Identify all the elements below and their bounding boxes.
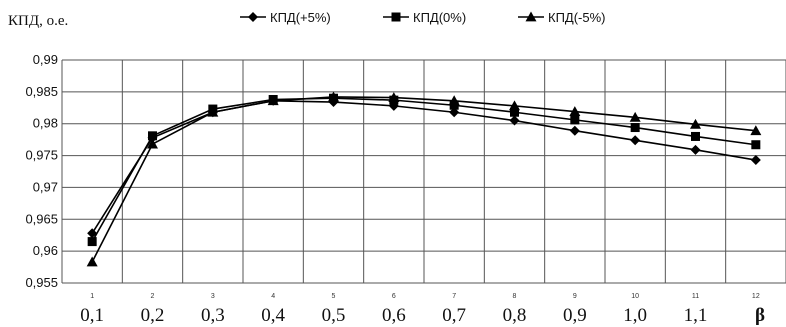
y-tick-label: 0,975 [25, 148, 58, 163]
series-triangle [86, 91, 762, 267]
x-category-label: 0,2 [141, 305, 165, 326]
y-tick-label: 0,97 [33, 179, 58, 194]
data-point [509, 100, 520, 111]
x-category-label: 0,8 [503, 305, 527, 326]
data-point [87, 237, 97, 247]
legend-item: КПД(-5%) [518, 10, 606, 25]
data-point [569, 125, 580, 136]
x-category-label: 0,7 [442, 305, 466, 326]
y-tick-label: 0,99 [33, 52, 58, 67]
y-tick-label: 0,98 [33, 116, 58, 131]
data-point [449, 107, 460, 118]
y-tick-label: 0,955 [25, 275, 58, 290]
data-point [569, 106, 581, 117]
legend: КПД(+5%) КПД(0%) КПД(-5%) [240, 10, 606, 25]
legend-marker [248, 12, 258, 22]
data-point [388, 92, 400, 102]
y-axis-ticks: 0,955 0,96 0,965 0,97 0,975 0,98 0,985 0,99 [25, 52, 58, 290]
data-point [630, 135, 641, 146]
data-point [570, 115, 580, 125]
data-point [207, 106, 219, 117]
data-point [691, 131, 700, 141]
grid [61, 59, 786, 284]
y-tick-label: 0,96 [33, 243, 58, 258]
data-point [510, 107, 519, 117]
x-index-label: 5 [332, 293, 336, 300]
x-category-label: 0,1 [80, 305, 104, 326]
data-point [448, 95, 460, 106]
data-point [147, 138, 158, 149]
series-group [86, 91, 762, 267]
data-point [328, 91, 339, 102]
data-point [86, 256, 98, 267]
y-tick-label: 0,985 [25, 84, 58, 99]
x-index-label: 3 [211, 293, 215, 300]
x-category-label: 0,6 [382, 305, 406, 326]
y-axis-title: КПД, о.е. [8, 13, 68, 29]
x-index-label: 4 [271, 293, 275, 300]
x-index-label: 7 [452, 293, 456, 300]
x-index-label: 9 [573, 293, 577, 300]
legend-item: КПД(+5%) [240, 10, 331, 25]
legend-item: КПД(0%) [383, 10, 466, 25]
x-category-label: 0,5 [322, 305, 346, 326]
x-index-label: 2 [151, 293, 155, 300]
series-line [91, 99, 756, 234]
data-point [630, 123, 640, 133]
x-category-label: 0,4 [261, 305, 285, 326]
x-axis-title: β [755, 305, 765, 326]
data-point [690, 144, 701, 155]
data-point [750, 125, 762, 136]
data-point [750, 155, 761, 166]
data-point [629, 111, 641, 122]
x-category-label: 0,3 [201, 305, 225, 326]
data-point [509, 115, 520, 126]
data-point [267, 95, 279, 106]
x-index-label: 6 [392, 293, 396, 300]
data-point [690, 118, 701, 129]
x-index-label: 1 [90, 293, 94, 300]
x-category-label: 1,1 [684, 305, 708, 326]
x-index-label: 10 [631, 293, 639, 300]
series-line [91, 96, 756, 263]
x-index-label: 12 [752, 293, 760, 300]
y-tick-label: 0,965 [25, 211, 58, 226]
series-line [91, 97, 756, 242]
x-category-label: 0,9 [563, 305, 587, 326]
x-axis-ticks: 1 2 3 4 5 6 7 8 9 10 11 120,1 0,2 0,3 0,4 0,5 0,6 0,7 0,8 0… [80, 293, 760, 326]
legend-marker [391, 12, 401, 22]
legend-marker [525, 11, 537, 22]
data-point [449, 100, 459, 110]
data-point [751, 140, 761, 150]
x-index-label: 11 [692, 293, 699, 300]
legend-label: КПД(-5%) [548, 10, 606, 25]
legend-label: КПД(+5%) [270, 10, 331, 25]
x-index-label: 8 [513, 293, 517, 300]
data-point [148, 131, 157, 141]
legend-label: КПД(0%) [413, 10, 466, 25]
x-category-label: 1,0 [623, 305, 647, 326]
